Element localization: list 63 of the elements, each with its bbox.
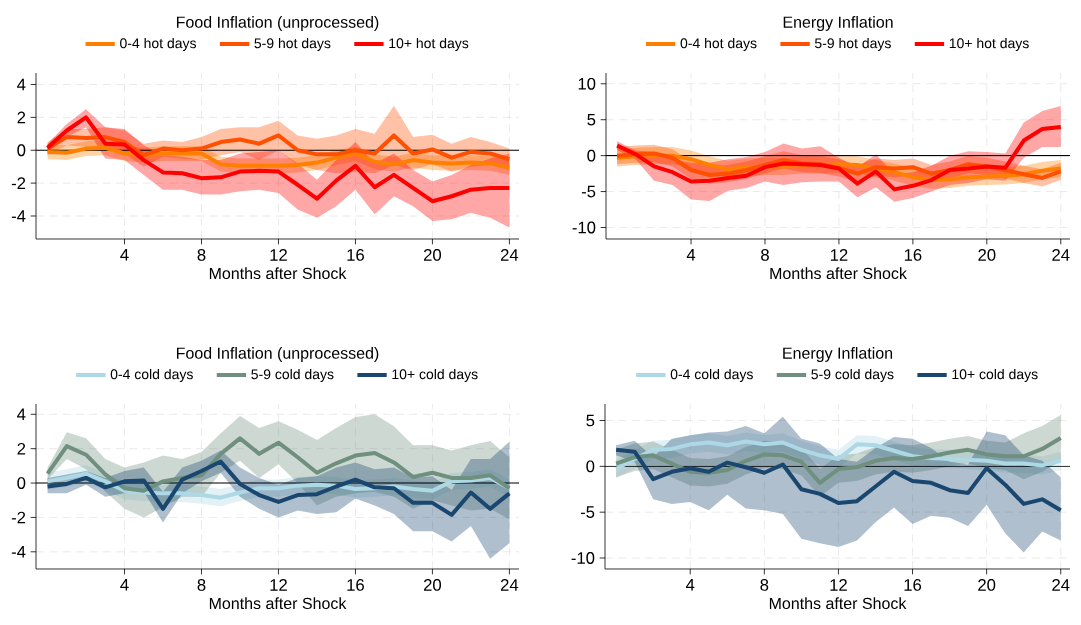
x-tick-label: 12 <box>830 579 847 591</box>
x-axis-title: Months after Shock <box>769 597 907 610</box>
y-tick-label: -2 <box>11 511 26 524</box>
x-tick-label: 24 <box>1052 249 1070 261</box>
y-tick-label: 2 <box>17 442 26 455</box>
legend-label: 10+ cold days <box>392 368 478 382</box>
legend-label: 0-4 cold days <box>670 368 753 382</box>
y-tick-label: 0 <box>587 149 596 162</box>
legend-label: 5-9 cold days <box>251 368 334 382</box>
x-tick-label: 20 <box>423 579 442 591</box>
y-tick-label: 0 <box>586 460 595 473</box>
y-tick-label: -10 <box>572 221 596 234</box>
x-tick-label: 4 <box>686 249 696 261</box>
y-tick-label: 2 <box>17 111 26 124</box>
x-axis-title: Months after Shock <box>770 267 907 280</box>
y-tick-label: -5 <box>580 506 595 518</box>
legend-label: 5-9 cold days <box>811 368 894 382</box>
legend-label: 5-9 hot days <box>814 37 891 51</box>
x-tick-label: 4 <box>120 579 129 591</box>
chart-title: Energy Inflation <box>783 347 893 362</box>
y-tick-label: -4 <box>11 546 26 558</box>
y-tick-label: 5 <box>587 113 596 126</box>
legend-label: 0-4 hot days <box>680 37 757 51</box>
x-axis-title: Months after Shock <box>209 597 347 610</box>
y-tick-label: 0 <box>17 144 26 157</box>
x-tick-label: 8 <box>760 579 769 591</box>
x-tick-label: 20 <box>423 249 442 261</box>
y-tick-label: 10 <box>578 77 596 90</box>
x-tick-label: 8 <box>197 249 206 261</box>
y-tick-label: 4 <box>17 408 26 421</box>
chart-title: Energy Inflation <box>783 16 893 31</box>
y-tick-label: 0 <box>17 477 26 489</box>
legend-label: 0-4 cold days <box>110 368 193 382</box>
x-tick-label: 24 <box>500 249 519 261</box>
x-tick-label: 12 <box>270 249 287 261</box>
x-tick-label: 12 <box>830 249 848 261</box>
x-tick-label: 8 <box>197 579 206 591</box>
y-tick-label: -2 <box>11 177 26 189</box>
x-tick-label: 20 <box>978 579 996 591</box>
x-tick-label: 24 <box>1052 579 1070 591</box>
legend-label: 5-9 hot days <box>254 37 331 51</box>
x-tick-label: 4 <box>685 579 695 591</box>
y-tick-label: -4 <box>11 210 26 222</box>
chart-title: Food Inflation (unprocessed) <box>176 347 379 362</box>
x-tick-label: 8 <box>761 249 769 261</box>
x-tick-label: 16 <box>904 249 922 261</box>
x-tick-label: 16 <box>347 249 364 261</box>
x-tick-label: 4 <box>120 249 129 261</box>
legend-label: 10+ hot days <box>389 37 469 51</box>
y-tick-label: -5 <box>581 185 596 198</box>
legend-label: 10+ cold days <box>952 368 1038 382</box>
x-tick-label: 16 <box>904 579 922 591</box>
y-tick-label: 5 <box>586 414 595 427</box>
legend-label: 10+ hot days <box>949 37 1029 51</box>
chart-title: Food Inflation (unprocessed) <box>176 16 379 31</box>
y-tick-label: -10 <box>571 552 595 564</box>
x-axis-title: Months after Shock <box>209 267 347 280</box>
x-tick-label: 12 <box>270 579 287 591</box>
legend-label: 0-4 hot days <box>120 37 197 51</box>
x-tick-label: 16 <box>347 579 364 591</box>
y-tick-label: 4 <box>17 78 26 91</box>
x-tick-label: 20 <box>978 249 996 261</box>
x-tick-label: 24 <box>500 579 519 591</box>
